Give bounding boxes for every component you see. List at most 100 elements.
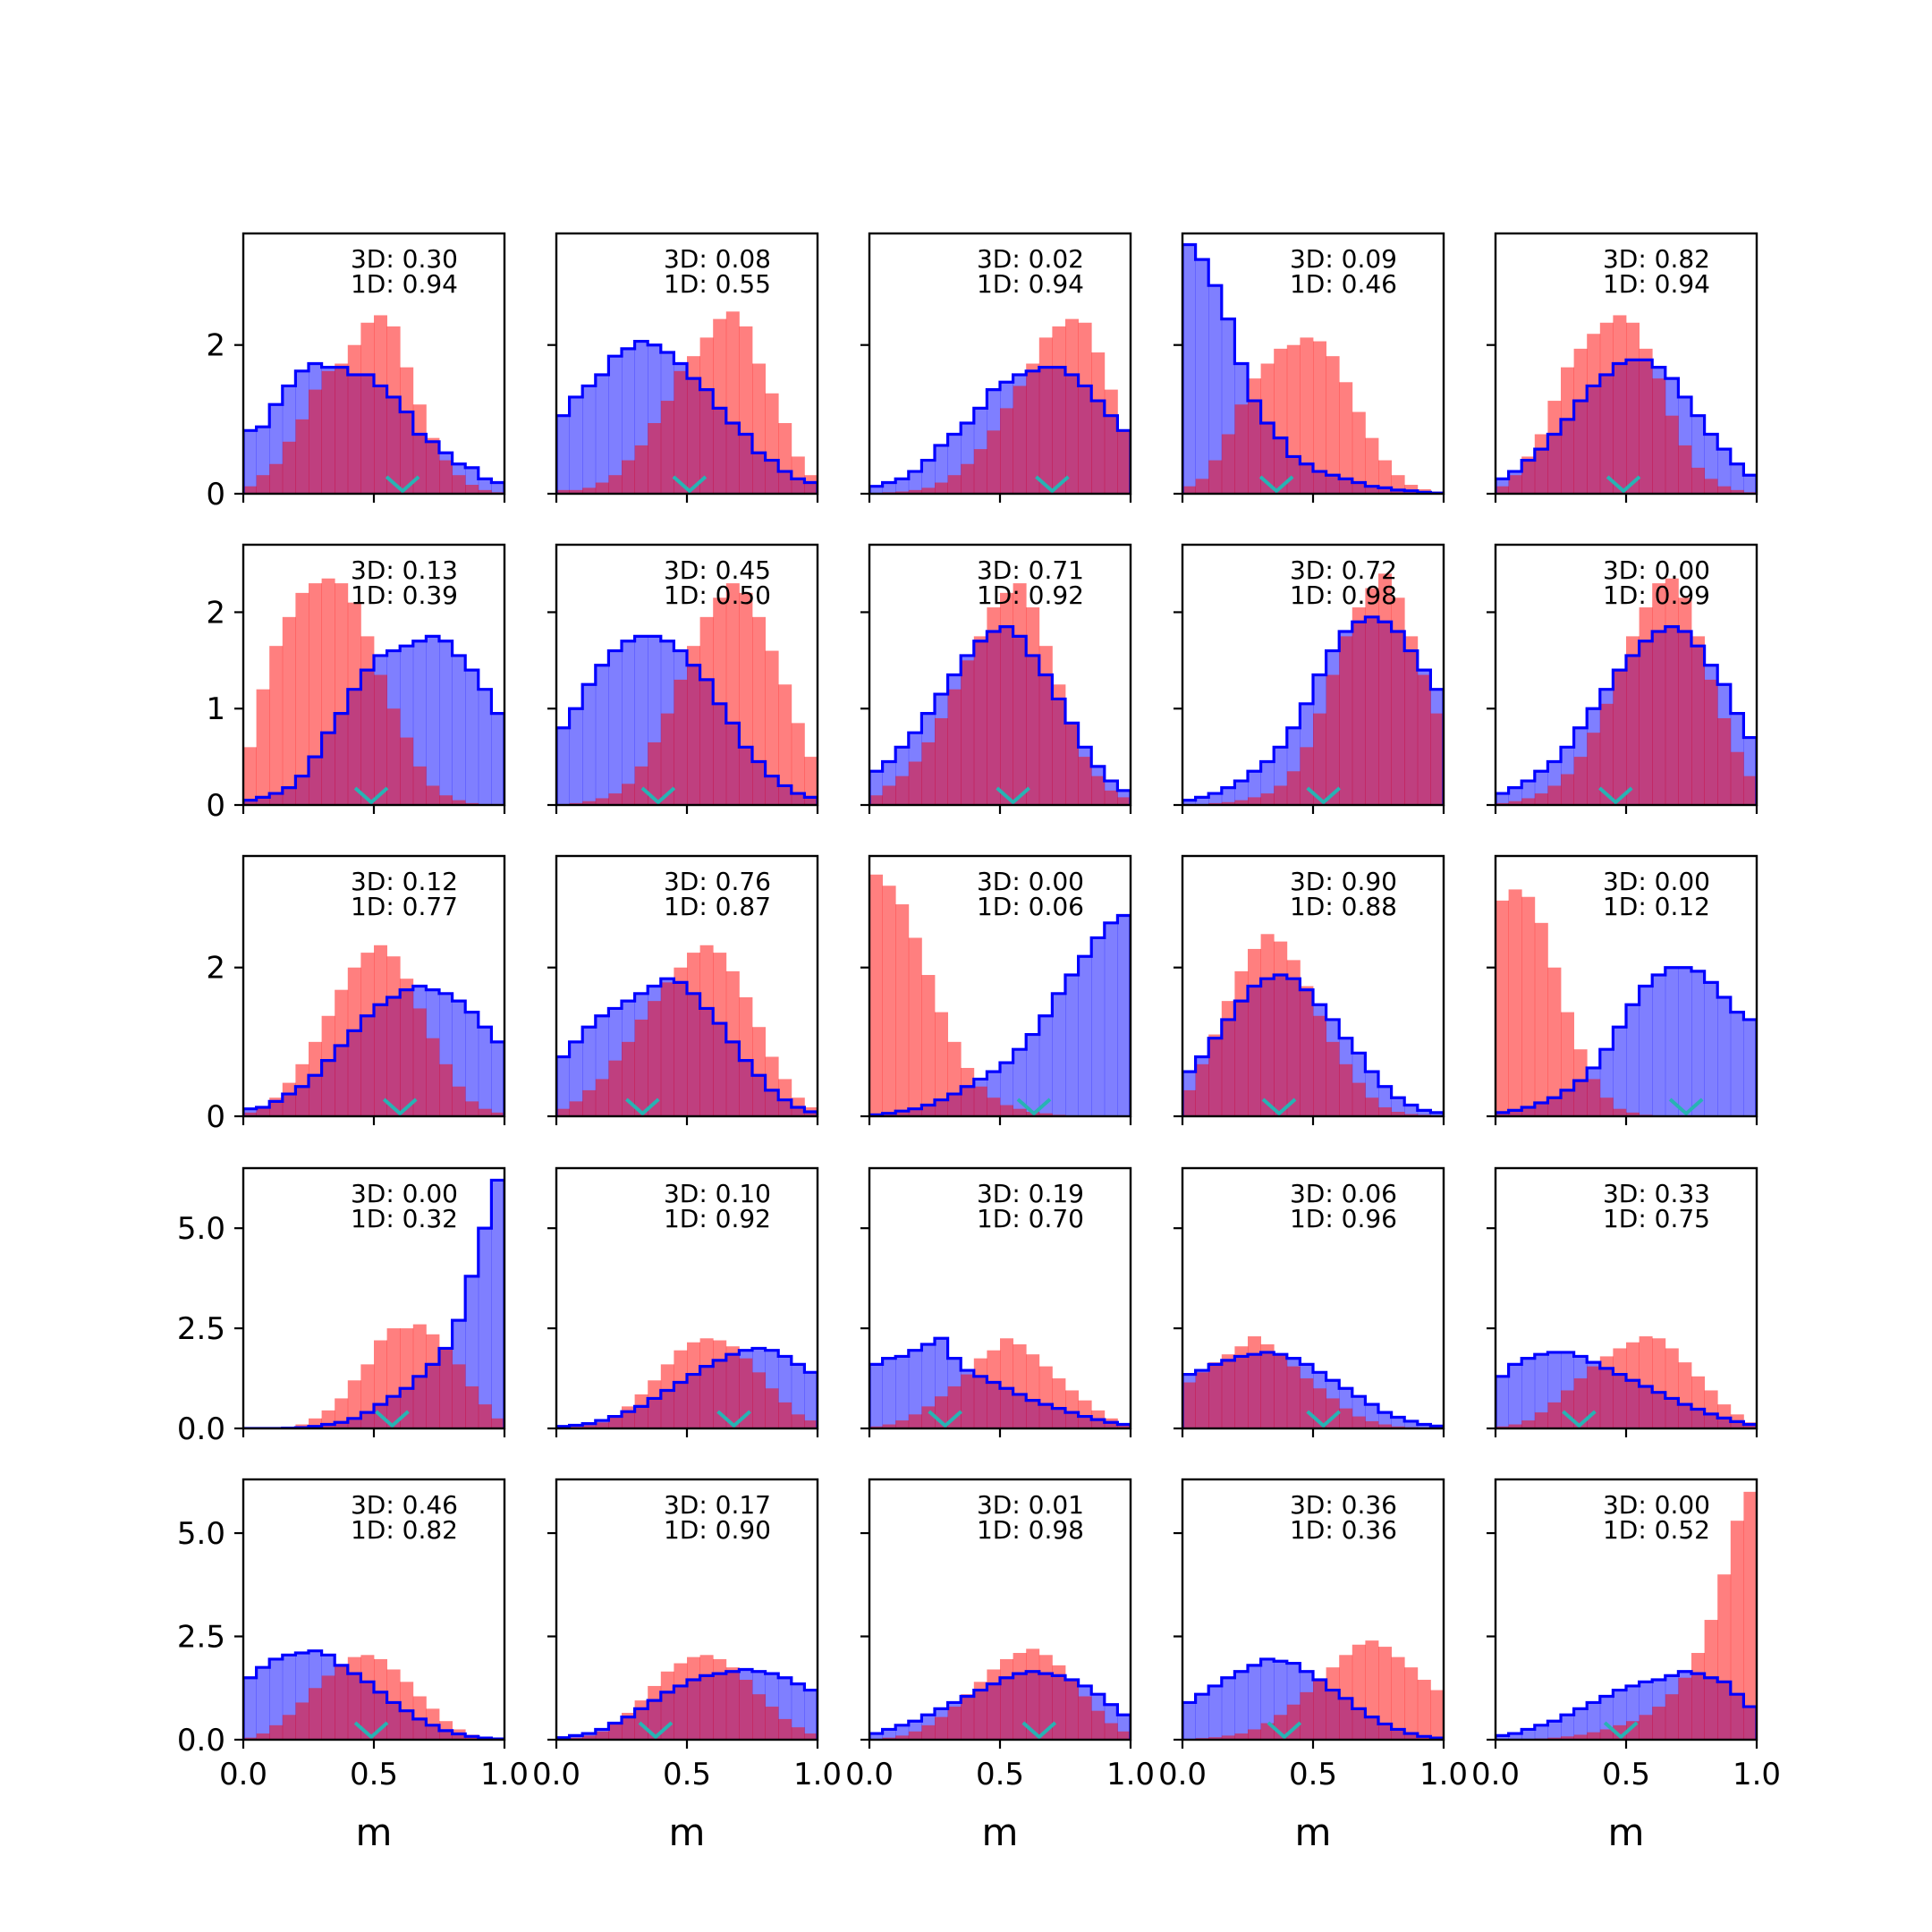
bar-1d bbox=[935, 718, 948, 805]
bar-1d bbox=[634, 766, 648, 805]
bar-1d bbox=[804, 757, 818, 805]
bar-1d bbox=[752, 1372, 766, 1428]
bar-3d bbox=[1195, 797, 1209, 805]
bar-1d bbox=[347, 1380, 361, 1428]
plot-area bbox=[1182, 1640, 1444, 1740]
bar-1d bbox=[412, 404, 427, 494]
bar-1d bbox=[752, 363, 766, 494]
bar-1d bbox=[1352, 1416, 1366, 1428]
bar-1d bbox=[1195, 479, 1209, 494]
bar-1d bbox=[908, 1414, 922, 1428]
bar-3d bbox=[1678, 967, 1692, 1116]
step-outline-3d bbox=[1182, 242, 1444, 494]
bar-1d bbox=[674, 370, 688, 494]
bar-1d bbox=[1547, 1402, 1562, 1428]
bar-1d bbox=[1391, 1657, 1405, 1740]
stat-3d-label: 3D: 0.06 bbox=[1290, 1179, 1397, 1208]
y-tick-label: 0 bbox=[206, 477, 225, 513]
bar-1d bbox=[1521, 798, 1536, 805]
x-tick-label: 0.0 bbox=[219, 1757, 267, 1792]
bar-3d bbox=[465, 670, 479, 805]
plot-area bbox=[243, 315, 504, 494]
stat-1d-label: 1D: 0.12 bbox=[1603, 892, 1710, 921]
stat-3d-label: 3D: 0.00 bbox=[1603, 867, 1710, 896]
bar-1d bbox=[426, 437, 440, 494]
bar-1d bbox=[439, 1063, 453, 1116]
bar-3d bbox=[269, 1658, 284, 1740]
bar-1d bbox=[791, 1727, 805, 1740]
stat-3d-label: 3D: 0.36 bbox=[1290, 1490, 1397, 1520]
bar-3d bbox=[895, 1356, 910, 1428]
bar-3d bbox=[1496, 1735, 1509, 1740]
plot-area bbox=[869, 318, 1131, 494]
bar-1d bbox=[1665, 415, 1679, 494]
bar-3d bbox=[608, 650, 623, 805]
plot-area bbox=[1496, 889, 1757, 1116]
plot-area bbox=[556, 311, 818, 494]
bar-1d bbox=[1730, 489, 1744, 494]
bar-1d bbox=[1508, 475, 1522, 494]
bar-1d bbox=[1652, 1338, 1666, 1428]
bar-1d bbox=[765, 393, 779, 494]
bar-1d bbox=[1587, 1079, 1601, 1116]
stat-1d-label: 1D: 0.99 bbox=[1603, 580, 1710, 610]
bar-1d bbox=[935, 1012, 948, 1116]
bar-1d bbox=[595, 1731, 609, 1740]
bar-1d bbox=[1260, 363, 1275, 494]
bar-1d bbox=[947, 1041, 962, 1116]
bar-3d bbox=[412, 640, 427, 805]
bar-1d bbox=[739, 326, 753, 494]
bar-1d bbox=[295, 1063, 309, 1116]
bar-1d bbox=[282, 441, 296, 494]
bar-1d bbox=[634, 1019, 648, 1116]
bar-1d bbox=[1521, 456, 1536, 494]
bar-1d bbox=[595, 1422, 609, 1428]
bar-1d bbox=[699, 1655, 714, 1740]
bar-3d bbox=[1730, 1012, 1744, 1116]
step-outline-3d bbox=[1496, 1670, 1757, 1740]
x-tick-label: 0.5 bbox=[1602, 1757, 1650, 1792]
stat-1d-label: 1D: 0.70 bbox=[977, 1204, 1084, 1233]
bar-1d bbox=[1326, 1041, 1340, 1116]
bar-1d bbox=[1000, 1338, 1013, 1428]
bar-1d bbox=[1117, 797, 1131, 805]
step-outline-3d bbox=[869, 625, 1131, 805]
bar-3d bbox=[1626, 1004, 1640, 1116]
bar-1d bbox=[400, 1328, 414, 1428]
bar-1d bbox=[622, 1041, 635, 1116]
bar-1d bbox=[699, 945, 714, 1116]
stat-3d-label: 3D: 0.76 bbox=[664, 867, 771, 896]
x-tick-label: 0.5 bbox=[976, 1757, 1024, 1792]
bar-1d bbox=[973, 1086, 987, 1116]
bar-1d bbox=[1038, 1655, 1053, 1740]
bar-1d bbox=[765, 1388, 779, 1428]
bar-1d bbox=[1547, 967, 1562, 1116]
bar-3d bbox=[1195, 1694, 1209, 1740]
bar-1d bbox=[1026, 363, 1040, 494]
bar-1d bbox=[309, 1418, 322, 1428]
x-tick-label: 1.0 bbox=[480, 1757, 529, 1792]
bar-3d bbox=[1104, 922, 1118, 1116]
bar-1d bbox=[973, 1358, 987, 1428]
bar-1d bbox=[1038, 1366, 1053, 1428]
bar-1d bbox=[1573, 1049, 1588, 1116]
bar-1d bbox=[1404, 636, 1419, 805]
bar-3d bbox=[869, 486, 883, 494]
bar-1d bbox=[309, 1041, 322, 1116]
bar-1d bbox=[1065, 1390, 1079, 1428]
plot-area bbox=[243, 578, 504, 805]
bar-1d bbox=[1652, 378, 1666, 494]
bar-3d bbox=[1508, 787, 1522, 805]
bar-1d bbox=[947, 1385, 962, 1428]
bar-1d bbox=[961, 660, 975, 805]
bar-1d bbox=[1587, 1366, 1601, 1428]
bar-1d bbox=[1038, 337, 1053, 494]
